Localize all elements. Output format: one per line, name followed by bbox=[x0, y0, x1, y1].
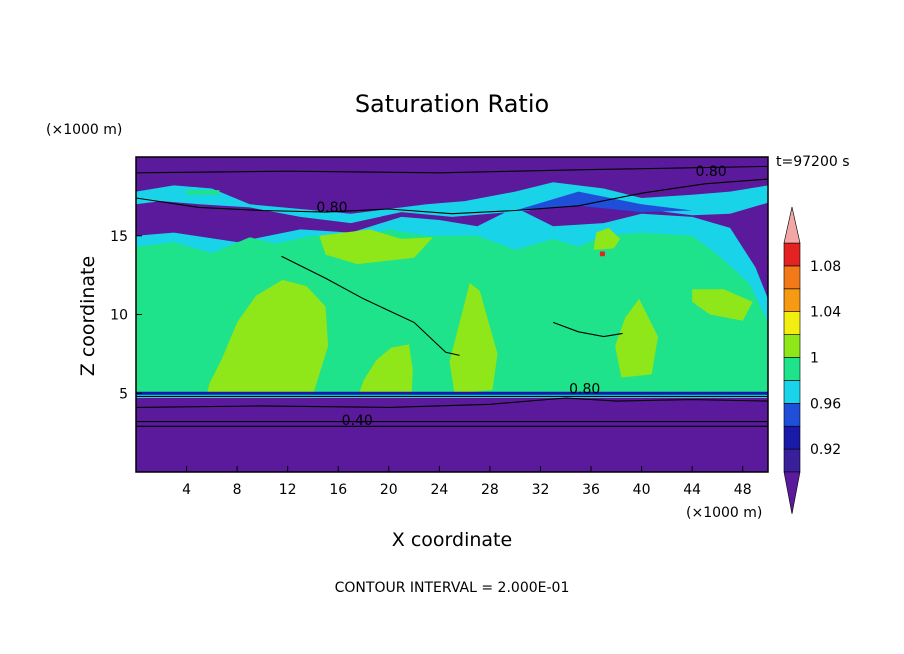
x-tick-label-48: 48 bbox=[734, 482, 752, 498]
colorbar-label-0.96: 0.96 bbox=[810, 396, 841, 412]
x-unit-label: (×1000 m) bbox=[686, 505, 762, 521]
x-tick-label-8: 8 bbox=[233, 482, 242, 498]
y-tick-label-5: 5 bbox=[119, 386, 128, 402]
region-lime-6 bbox=[692, 289, 753, 321]
colorbar-segment-8 bbox=[783, 265, 801, 290]
contour-label-2: 0.80 bbox=[569, 381, 600, 397]
region-lime-7 bbox=[593, 227, 621, 250]
colorbar-segment-4 bbox=[783, 357, 801, 381]
x-tick-label-28: 28 bbox=[481, 482, 499, 498]
x-tick-label-20: 20 bbox=[380, 482, 398, 498]
x-tick-label-12: 12 bbox=[279, 482, 297, 498]
contour-label-0: 0.80 bbox=[696, 164, 727, 180]
x-tick-label-16: 16 bbox=[329, 482, 347, 498]
region-red-2 bbox=[599, 251, 605, 257]
time-label: t=97200 s bbox=[776, 154, 850, 170]
chart-title: Saturation Ratio bbox=[355, 90, 549, 118]
contour-interval-footer: CONTOUR INTERVAL = 2.000E-01 bbox=[335, 580, 570, 596]
region-lime-1 bbox=[206, 279, 329, 395]
colorbar-label-1.08: 1.08 bbox=[810, 259, 841, 275]
x-tick-label-40: 40 bbox=[633, 482, 651, 498]
contour-line-slant-2 bbox=[552, 321, 623, 338]
contour-line-0-80-top bbox=[135, 178, 769, 215]
y-axis-ticks: 5 10 15 bbox=[110, 229, 142, 402]
region-lime-4 bbox=[615, 298, 658, 378]
region-lime-3 bbox=[449, 283, 498, 394]
colorbar-segment-1 bbox=[783, 425, 801, 450]
x-axis-label: X coordinate bbox=[392, 529, 512, 551]
colorbar-over-triangle bbox=[783, 206, 801, 244]
colorbar-label-1: 1 bbox=[810, 351, 819, 367]
x-tick-label-4: 4 bbox=[182, 482, 191, 498]
y-tick-label-15: 15 bbox=[110, 229, 128, 245]
colorbar: 0.92 0.96 1 1.04 1.08 bbox=[783, 206, 841, 515]
colorbar-under-triangle bbox=[783, 471, 801, 515]
contour-line-0-60-top bbox=[135, 165, 769, 174]
contour-labels: 0.80 0.80 0.80 0.40 bbox=[316, 164, 726, 429]
contour-lines bbox=[135, 165, 769, 427]
x-tick-label-24: 24 bbox=[430, 482, 448, 498]
colorbar-label-0.92: 0.92 bbox=[810, 442, 841, 458]
y-tick-label-10: 10 bbox=[110, 308, 128, 324]
x-tick-label-44: 44 bbox=[683, 482, 701, 498]
region-upper-cyan bbox=[136, 182, 768, 224]
contour-fills bbox=[136, 157, 768, 472]
region-lime-5 bbox=[319, 229, 433, 265]
contour-plot-area: 0.80 0.80 0.80 0.40 bbox=[135, 156, 769, 473]
region-lime-2 bbox=[358, 344, 413, 395]
colorbar-segment-5 bbox=[783, 334, 801, 358]
colorbar-segment-2 bbox=[783, 402, 801, 427]
contour-line-0-60 bbox=[135, 397, 769, 408]
y-unit-label: (×1000 m) bbox=[46, 122, 122, 138]
x-tick-label-36: 36 bbox=[582, 482, 600, 498]
contour-line-slant bbox=[281, 255, 460, 356]
contour-label-3: 0.40 bbox=[342, 413, 373, 429]
region-upper-green bbox=[186, 190, 220, 195]
x-axis-ticks: 4 8 12 16 20 24 28 32 36 40 44 48 bbox=[182, 466, 752, 498]
colorbar-segment-3 bbox=[783, 380, 801, 404]
y-axis-label: Z coordinate bbox=[77, 256, 99, 376]
colorbar-segment-7 bbox=[783, 288, 801, 312]
colorbar-segment-0 bbox=[783, 448, 801, 473]
colorbar-label-1.04: 1.04 bbox=[810, 305, 841, 321]
region-cloud-base bbox=[136, 391, 768, 395]
colorbar-segment-9 bbox=[783, 242, 801, 267]
colorbar-segment-6 bbox=[783, 311, 801, 335]
contour-label-1: 0.80 bbox=[316, 200, 347, 216]
x-tick-label-32: 32 bbox=[532, 482, 550, 498]
